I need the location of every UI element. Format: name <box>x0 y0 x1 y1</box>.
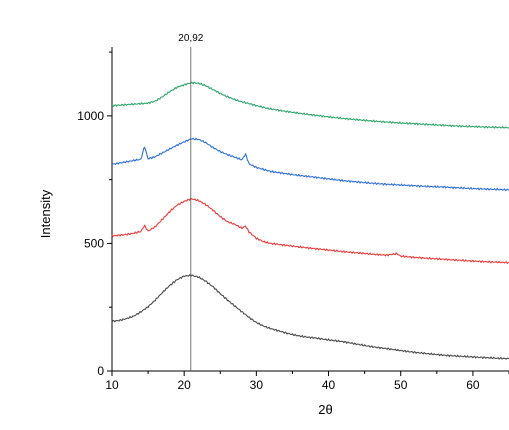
series-line-1 <box>111 274 509 360</box>
series-layer <box>111 81 509 360</box>
y-tick-label: 0 <box>97 364 104 378</box>
peak-marker-label: 20,92 <box>178 33 203 44</box>
x-tick-label: 60 <box>466 378 480 392</box>
y-axis-title: Intensity <box>38 189 53 238</box>
annotation-layer: 20,92 <box>178 33 204 371</box>
x-tick-label: 40 <box>322 378 336 392</box>
y-tick-label: 1000 <box>77 109 104 123</box>
x-tick-label: 30 <box>250 378 264 392</box>
y-tick-label: 500 <box>84 236 104 250</box>
x-tick-label: 10 <box>105 378 119 392</box>
series-line-4 <box>112 81 509 129</box>
series-line-3 <box>111 137 509 192</box>
x-tick-label: 20 <box>178 378 192 392</box>
axes-layer: 10 20 30 40 50 60 0 500 1000 <box>77 47 509 392</box>
x-tick-label: 50 <box>394 378 408 392</box>
x-axis-title: 2θ <box>318 402 332 417</box>
series-line-2 <box>111 197 509 264</box>
